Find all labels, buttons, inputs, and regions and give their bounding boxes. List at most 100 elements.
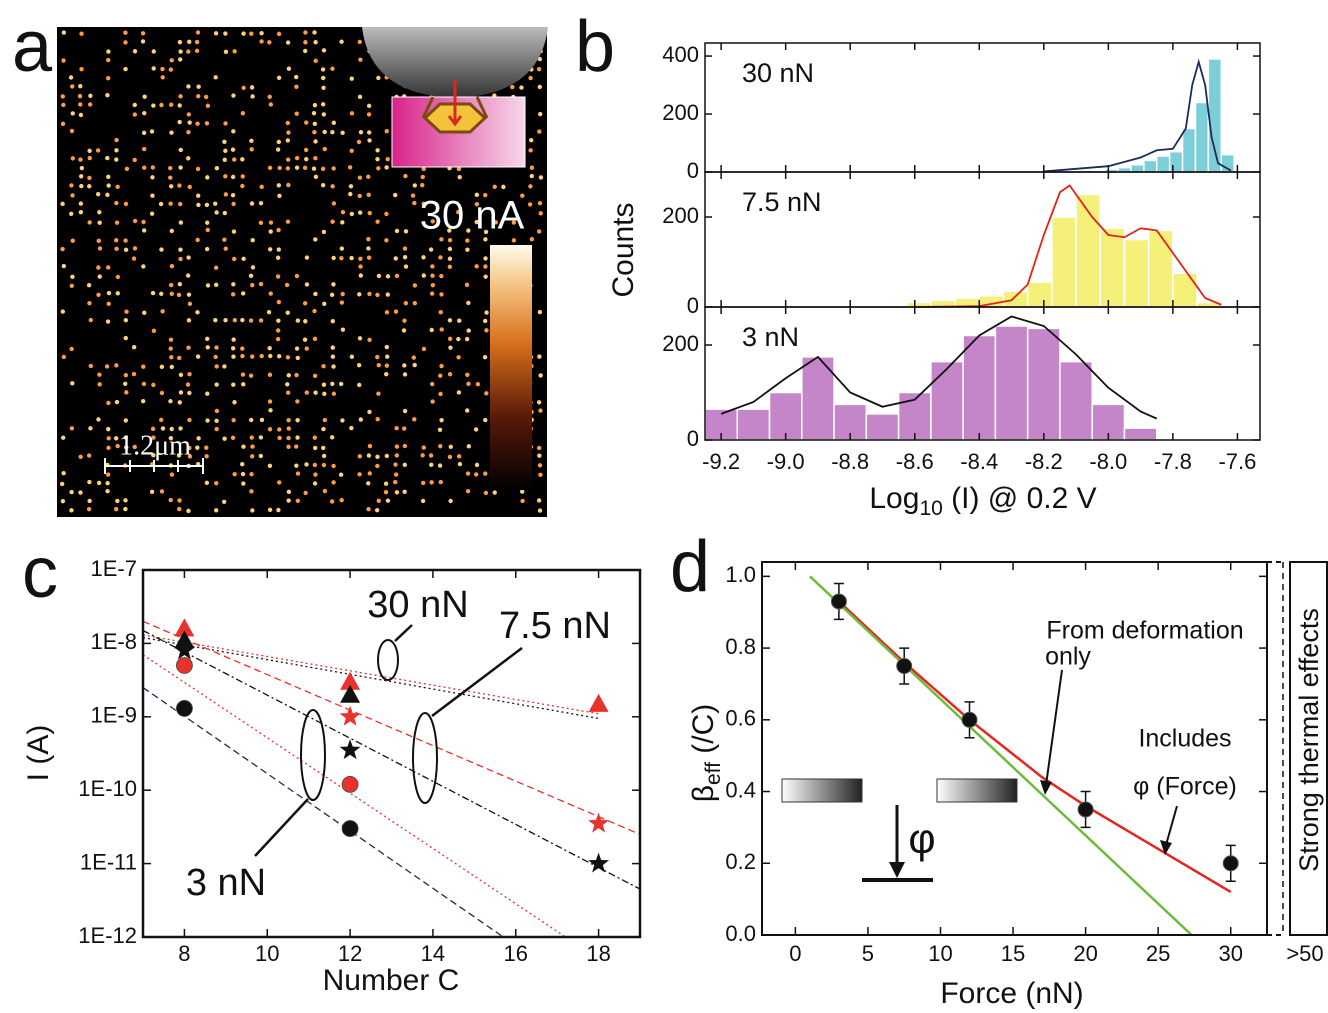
axis-title: Log10 (I) @ 0.2 V: [869, 482, 1096, 520]
afm-dot: [97, 246, 103, 251]
afm-dot: [131, 256, 137, 261]
afm-dot: [249, 472, 254, 477]
afm-dot: [529, 165, 535, 170]
annotation-line: [254, 798, 309, 857]
afm-dot: [213, 31, 219, 36]
afm-dot: [331, 201, 337, 206]
afm-dot: [195, 354, 201, 359]
afm-dot: [97, 210, 102, 215]
afm-dot: [177, 103, 182, 108]
afm-dot: [69, 128, 75, 134]
afm-dot: [313, 155, 318, 161]
afm-dot: [230, 192, 236, 198]
afm-dot: [286, 66, 292, 71]
afm-dot: [222, 157, 227, 163]
afm-dot: [385, 498, 391, 503]
afm-dot: [196, 436, 201, 441]
afm-dot: [232, 317, 238, 323]
histogram-bar: [1059, 360, 1093, 441]
afm-dot: [258, 281, 264, 287]
afm-dot: [275, 147, 281, 152]
afm-dot: [151, 328, 157, 334]
panel-label: d: [670, 527, 710, 607]
afm-dot: [78, 112, 84, 118]
afm-dot: [87, 155, 92, 161]
afm-dot: [384, 372, 389, 377]
afm-dot: [79, 183, 84, 189]
afm-dot: [366, 237, 371, 242]
afm-dot: [312, 462, 318, 468]
afm-dot: [356, 362, 362, 368]
afm-dot: [123, 435, 128, 440]
afm-dot: [186, 49, 191, 54]
afm-dot: [178, 201, 183, 207]
afm-dot: [114, 246, 119, 252]
x-tick-label: 20: [1073, 941, 1097, 966]
x-tick-label: -8.0: [1089, 449, 1127, 474]
afm-dot: [304, 462, 309, 467]
afm-dot: [438, 255, 443, 260]
afm-dot: [196, 84, 201, 89]
histogram-bar: [768, 391, 803, 441]
afm-dot: [78, 83, 83, 89]
annotation: 3 nN: [186, 862, 266, 904]
afm-dot: [357, 336, 363, 341]
annotation-arrow: [1165, 805, 1178, 846]
afm-dot: [115, 498, 120, 504]
afm-dot: [284, 282, 290, 288]
afm-dot: [223, 49, 229, 55]
data-point: [588, 812, 610, 833]
afm-dot: [303, 490, 308, 496]
y-tick-label: 0.4: [725, 777, 756, 802]
afm-dot: [321, 364, 326, 369]
afm-dot: [385, 274, 391, 279]
afm-dot: [294, 463, 299, 468]
afm-dot: [375, 354, 380, 360]
afm-dot: [267, 399, 273, 404]
afm-dot: [474, 192, 480, 198]
afm-dot: [169, 264, 175, 269]
afm-dot: [106, 75, 111, 81]
afm-dot: [169, 355, 174, 360]
afm-dot: [357, 454, 363, 459]
afm-dot: [205, 418, 210, 423]
afm-dot: [285, 120, 290, 126]
afm-dot: [114, 200, 119, 206]
afm-dot: [267, 165, 273, 171]
tip: [362, 27, 548, 98]
afm-dot: [286, 182, 291, 188]
afm-dot: [106, 57, 111, 63]
afm-dot: [312, 130, 317, 135]
afm-dot: [383, 481, 389, 486]
afm-dot: [420, 453, 425, 458]
afm-dot: [249, 489, 254, 494]
afm-dot: [123, 30, 128, 35]
arrow-head: [1040, 780, 1052, 795]
afm-dot: [294, 155, 300, 161]
afm-dot: [277, 193, 282, 198]
afm-dot: [339, 255, 344, 261]
afm-dot: [131, 344, 137, 350]
afm-dot: [367, 138, 372, 143]
afm-dot: [259, 353, 264, 359]
afm-dot: [232, 471, 237, 477]
afm-dot: [303, 40, 308, 45]
afm-dot: [510, 202, 515, 207]
afm-dot: [402, 318, 407, 323]
afm-dot: [230, 292, 236, 297]
afm-dot: [69, 426, 75, 431]
afm-dot: [124, 309, 129, 314]
afm-dot: [97, 274, 102, 279]
afm-dot: [294, 74, 299, 80]
tip-inset: [362, 27, 548, 168]
afm-dot: [248, 318, 254, 323]
afm-dot: [79, 165, 85, 171]
afm-dot: [430, 264, 435, 269]
afm-dot: [168, 102, 174, 107]
afm-dot: [267, 247, 273, 252]
afm-dot: [150, 290, 156, 296]
afm-dot: [140, 31, 146, 36]
afm-dot: [538, 472, 543, 478]
afm-dot: [438, 391, 443, 397]
afm-dot: [115, 274, 121, 280]
